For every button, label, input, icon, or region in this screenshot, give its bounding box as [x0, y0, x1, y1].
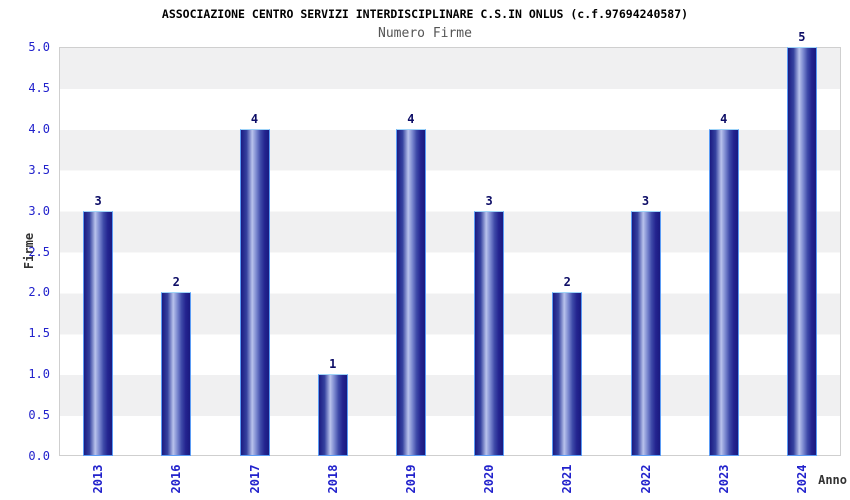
x-tick-label: 2022 [638, 464, 653, 494]
bar-value-label: 3 [641, 193, 650, 208]
bar-2016 [161, 292, 192, 456]
bar-value-label: 4 [407, 111, 415, 126]
x-tick-label: 2019 [403, 464, 418, 494]
y-tick-label: 3.0 [28, 203, 50, 218]
x-tick-label: 2016 [169, 464, 184, 494]
bar-2019 [395, 128, 426, 456]
x-tick-label: 2018 [325, 464, 340, 494]
bar-value-label: 4 [720, 111, 728, 126]
x-axis-label: Anno [818, 473, 847, 487]
y-tick-label: 0.5 [28, 408, 50, 423]
y-tick-label: 0.0 [28, 449, 50, 463]
bar-value-label: 3 [485, 193, 493, 208]
bar-value-label: 2 [172, 275, 180, 290]
bar-value-label: 5 [798, 30, 806, 44]
y-tick-label: 2.5 [28, 244, 50, 259]
bar-2017 [239, 128, 270, 456]
bar-2020 [474, 210, 505, 456]
x-tick-label: 2021 [560, 464, 575, 494]
y-tick-label: 1.0 [28, 367, 50, 382]
bar-2018 [317, 374, 348, 456]
bar-value-label: 2 [563, 275, 571, 290]
chart-title: ASSOCIAZIONE CENTRO SERVIZI INTERDISCIPL… [161, 7, 689, 21]
y-tick-label: 1.5 [28, 326, 50, 341]
bar-2022 [630, 210, 661, 456]
x-tick-label: 2024 [794, 464, 809, 494]
bar-2023 [708, 128, 739, 456]
x-tick-label: 2020 [482, 464, 497, 494]
bar-2021 [552, 292, 583, 456]
x-tick-label: 2013 [91, 464, 106, 494]
x-tick-label: 2017 [247, 464, 262, 494]
y-tick-label: 5.0 [28, 40, 50, 54]
y-tick-label: 4.0 [28, 121, 50, 136]
bar-value-label: 3 [94, 193, 102, 208]
bar-value-label: 4 [250, 111, 259, 126]
bar-2024 [786, 47, 817, 456]
y-tick-label: 4.5 [28, 80, 50, 95]
y-tick-label: 3.5 [28, 162, 50, 177]
chart-subtitle: Numero Firme [378, 26, 472, 41]
bar-value-label: 1 [329, 357, 337, 372]
bar-2013 [83, 210, 114, 456]
x-tick-label: 2023 [716, 464, 731, 494]
y-tick-label: 2.0 [28, 285, 50, 300]
